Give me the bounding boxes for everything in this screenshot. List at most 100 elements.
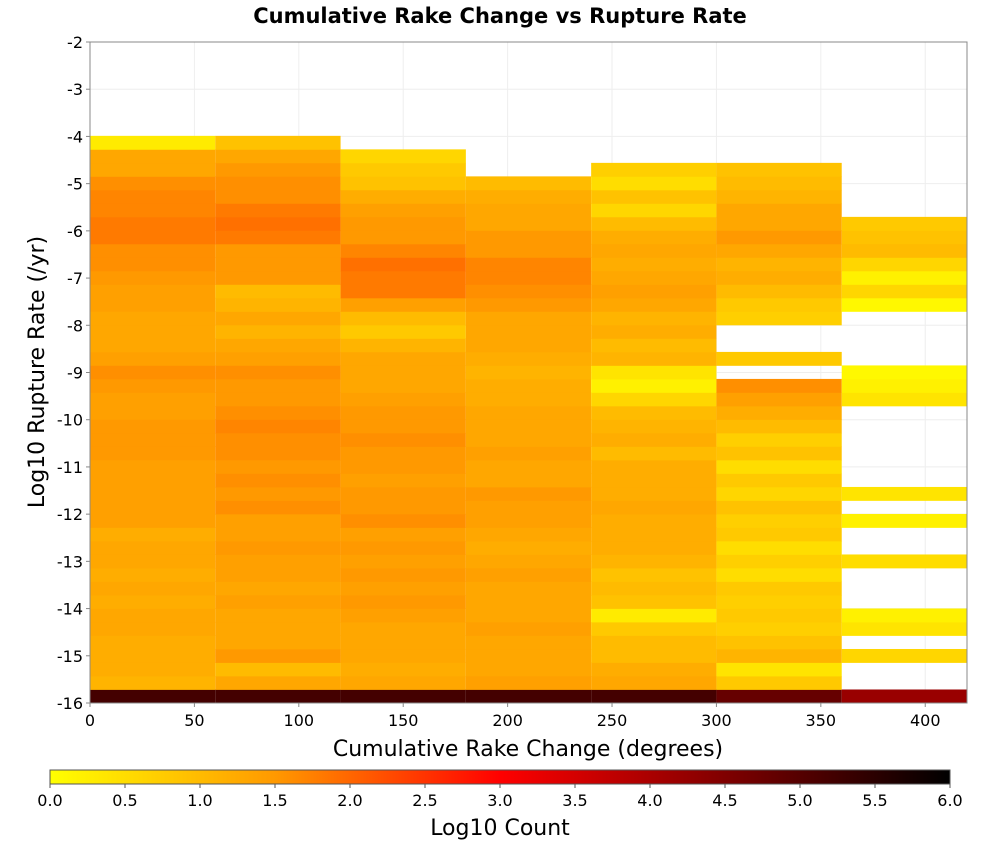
- heatmap-cell: [465, 243, 592, 258]
- heatmap-cell: [591, 378, 717, 393]
- heatmap-cell: [215, 621, 341, 636]
- colorbar: [49, 769, 951, 785]
- heatmap-cell: [340, 270, 466, 285]
- heatmap-cell: [90, 338, 216, 353]
- heatmap-cell: [90, 689, 216, 704]
- heatmap-cell: [716, 635, 842, 650]
- x-tick-label: 250: [597, 711, 628, 730]
- heatmap-cell: [465, 581, 592, 596]
- y-axis-label: Log10 Rupture Rate (/yr): [25, 236, 50, 508]
- x-tick-label: 150: [388, 711, 419, 730]
- x-tick-label: 50: [184, 711, 204, 730]
- heatmap-cell: [340, 500, 466, 515]
- heatmap-cell: [340, 392, 466, 407]
- heatmap-cell: [465, 540, 592, 555]
- heatmap-cell: [215, 446, 341, 461]
- x-tick-label: 100: [284, 711, 315, 730]
- heatmap-cell: [340, 405, 466, 420]
- heatmap-cell: [90, 500, 216, 515]
- colorbar-label: Log10 Count: [430, 816, 570, 841]
- heatmap-cell: [340, 189, 466, 204]
- heatmap-cell: [465, 648, 592, 663]
- heatmap-cell: [215, 581, 341, 596]
- y-tick-label: -7: [67, 269, 83, 288]
- heatmap-cell: [591, 203, 717, 218]
- x-tick-label: 350: [806, 711, 837, 730]
- heatmap-cell: [841, 392, 967, 407]
- heatmap-cell: [90, 297, 216, 312]
- heatmap-cell: [841, 297, 967, 312]
- heatmap-cell: [465, 189, 592, 204]
- colorbar-ticks: 0.0 0.5 1.0 1.5 2.0 2.5 3.0 3.5 4.0 4.5 5.0 5.5 6.0: [37, 784, 963, 810]
- heatmap-cell: [591, 513, 717, 528]
- heatmap-cell: [90, 135, 216, 150]
- heatmap-cell: [215, 257, 341, 272]
- heatmap-cell: [215, 162, 341, 177]
- heatmap-cell: [591, 675, 717, 690]
- heatmap-cell: [591, 621, 717, 636]
- heatmap-cell: [215, 243, 341, 258]
- heatmap-cell: [465, 635, 592, 650]
- heatmap-cell: [841, 284, 967, 299]
- heatmap-cell: [90, 176, 216, 191]
- heatmap-cell: [591, 500, 717, 515]
- heatmap-cell: [716, 257, 842, 272]
- heatmap-cell: [591, 662, 717, 677]
- heatmap-cell: [716, 648, 842, 663]
- heatmap-cell: [215, 689, 341, 704]
- heatmap-cell: [90, 554, 216, 569]
- heatmap-cell: [90, 392, 216, 407]
- y-tick-label: -6: [67, 222, 83, 241]
- heatmap-cell: [90, 378, 216, 393]
- heatmap-cell: [465, 486, 592, 501]
- heatmap-cell: [90, 162, 216, 177]
- heatmap-cell: [90, 581, 216, 596]
- heatmap-cell: [841, 365, 967, 380]
- heatmap-cell: [591, 257, 717, 272]
- x-axis-ticks: 0 50 100 150 200 250 300 350 400: [85, 703, 941, 730]
- heatmap-cell: [340, 230, 466, 245]
- heatmap-cell: [90, 365, 216, 380]
- heatmap-cell: [716, 270, 842, 285]
- heatmap-cell: [841, 608, 967, 623]
- heatmap-cell: [215, 608, 341, 623]
- heatmap-cell: [215, 284, 341, 299]
- heatmap-cell: [841, 513, 967, 528]
- heatmap-cell: [215, 486, 341, 501]
- heatmap-cell: [716, 527, 842, 542]
- heatmap-cell: [841, 621, 967, 636]
- heatmap-cell: [90, 486, 216, 501]
- heatmap-cell: [215, 378, 341, 393]
- heatmap-cell: [90, 567, 216, 582]
- heatmap-cell: [340, 446, 466, 461]
- y-tick-label: -3: [67, 80, 83, 99]
- heatmap-cell: [591, 473, 717, 488]
- colorbar-tick-label: 0.5: [112, 791, 137, 810]
- heatmap-cell: [591, 608, 717, 623]
- heatmap-cell: [215, 567, 341, 582]
- colorbar-tick-label: 1.0: [187, 791, 212, 810]
- heatmap-cell: [215, 662, 341, 677]
- heatmap-cell: [90, 675, 216, 690]
- colorbar-tick-label: 1.5: [262, 791, 287, 810]
- heatmap-cell: [215, 135, 341, 150]
- heatmap-cell: [465, 324, 592, 339]
- heatmap-cell: [340, 581, 466, 596]
- heatmap-cell: [215, 189, 341, 204]
- heatmap-cells: [90, 135, 967, 704]
- heatmap-cell: [90, 257, 216, 272]
- heatmap-cell: [465, 621, 592, 636]
- heatmap-cell: [716, 405, 842, 420]
- heatmap-cell: [340, 486, 466, 501]
- heatmap-cell: [465, 594, 592, 609]
- heatmap-cell: [340, 567, 466, 582]
- heatmap-cell: [340, 648, 466, 663]
- heatmap-cell: [465, 689, 592, 704]
- heatmap-cell: [340, 203, 466, 218]
- heatmap-cell: [591, 297, 717, 312]
- heatmap-cell: [465, 284, 592, 299]
- heatmap-cell: [465, 432, 592, 447]
- heatmap-cell: [340, 608, 466, 623]
- heatmap-cell: [716, 581, 842, 596]
- heatmap-cell: [215, 500, 341, 515]
